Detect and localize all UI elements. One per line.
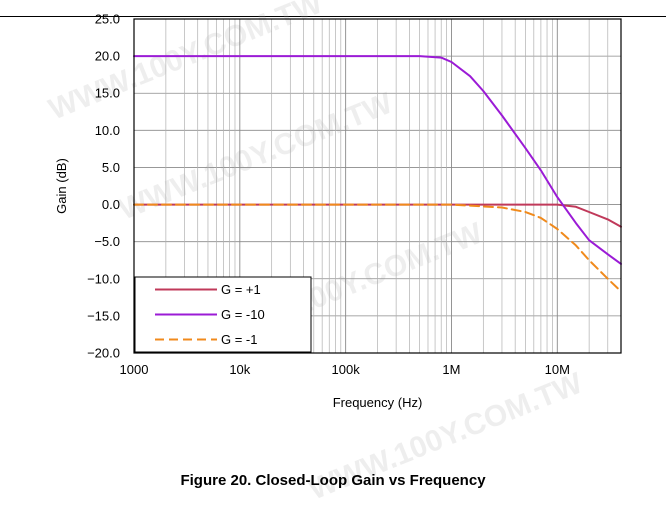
- y-tick-label: −20.0: [87, 346, 120, 361]
- figure-caption: Figure 20. Closed-Loop Gain vs Frequency: [180, 472, 486, 489]
- y-tick-label: 20.0: [95, 49, 120, 64]
- y-tick-label: 0.0: [102, 197, 120, 212]
- y-tick-label: −15.0: [87, 308, 120, 323]
- x-tick-label: 1M: [442, 362, 460, 377]
- y-tick-label: 15.0: [95, 86, 120, 101]
- series-layer: [133, 55, 622, 293]
- x-tick-label: 1000: [120, 362, 149, 377]
- y-axis-label: Gain (dB): [54, 158, 69, 214]
- y-tick-label: −5.0: [94, 234, 120, 249]
- legend: G = +1 G = -10 G = -1: [134, 276, 312, 353]
- x-tick-label: 100k: [332, 362, 361, 377]
- x-axis-label: Frequency (Hz): [333, 395, 423, 410]
- plot-frame: [133, 18, 622, 354]
- y-tick-label: 10.0: [95, 123, 120, 138]
- gain-vs-frequency-chart: 25.0 20.0 15.0 10.0 5.0 0.0 −5.0 −10.0 −15.0 −20.…: [54, 12, 622, 410]
- series-line-3: [133, 203, 622, 293]
- top-rule: [0, 16, 666, 17]
- y-tick-label: −10.0: [87, 271, 120, 286]
- y-tick-label: 5.0: [102, 160, 120, 175]
- legend-label-3: G = -1: [221, 332, 258, 347]
- legend-label-2: G = -10: [221, 307, 265, 322]
- series-line-2: [133, 55, 622, 265]
- legend-label-1: G = +1: [221, 282, 261, 297]
- y-tick-label: 25.0: [95, 12, 120, 27]
- x-tick-label: 10k: [229, 362, 250, 377]
- x-tick-label: 10M: [545, 362, 570, 377]
- tick-label-layer: 25.0 20.0 15.0 10.0 5.0 0.0 −5.0 −10.0 −15.0 −20.…: [87, 12, 570, 378]
